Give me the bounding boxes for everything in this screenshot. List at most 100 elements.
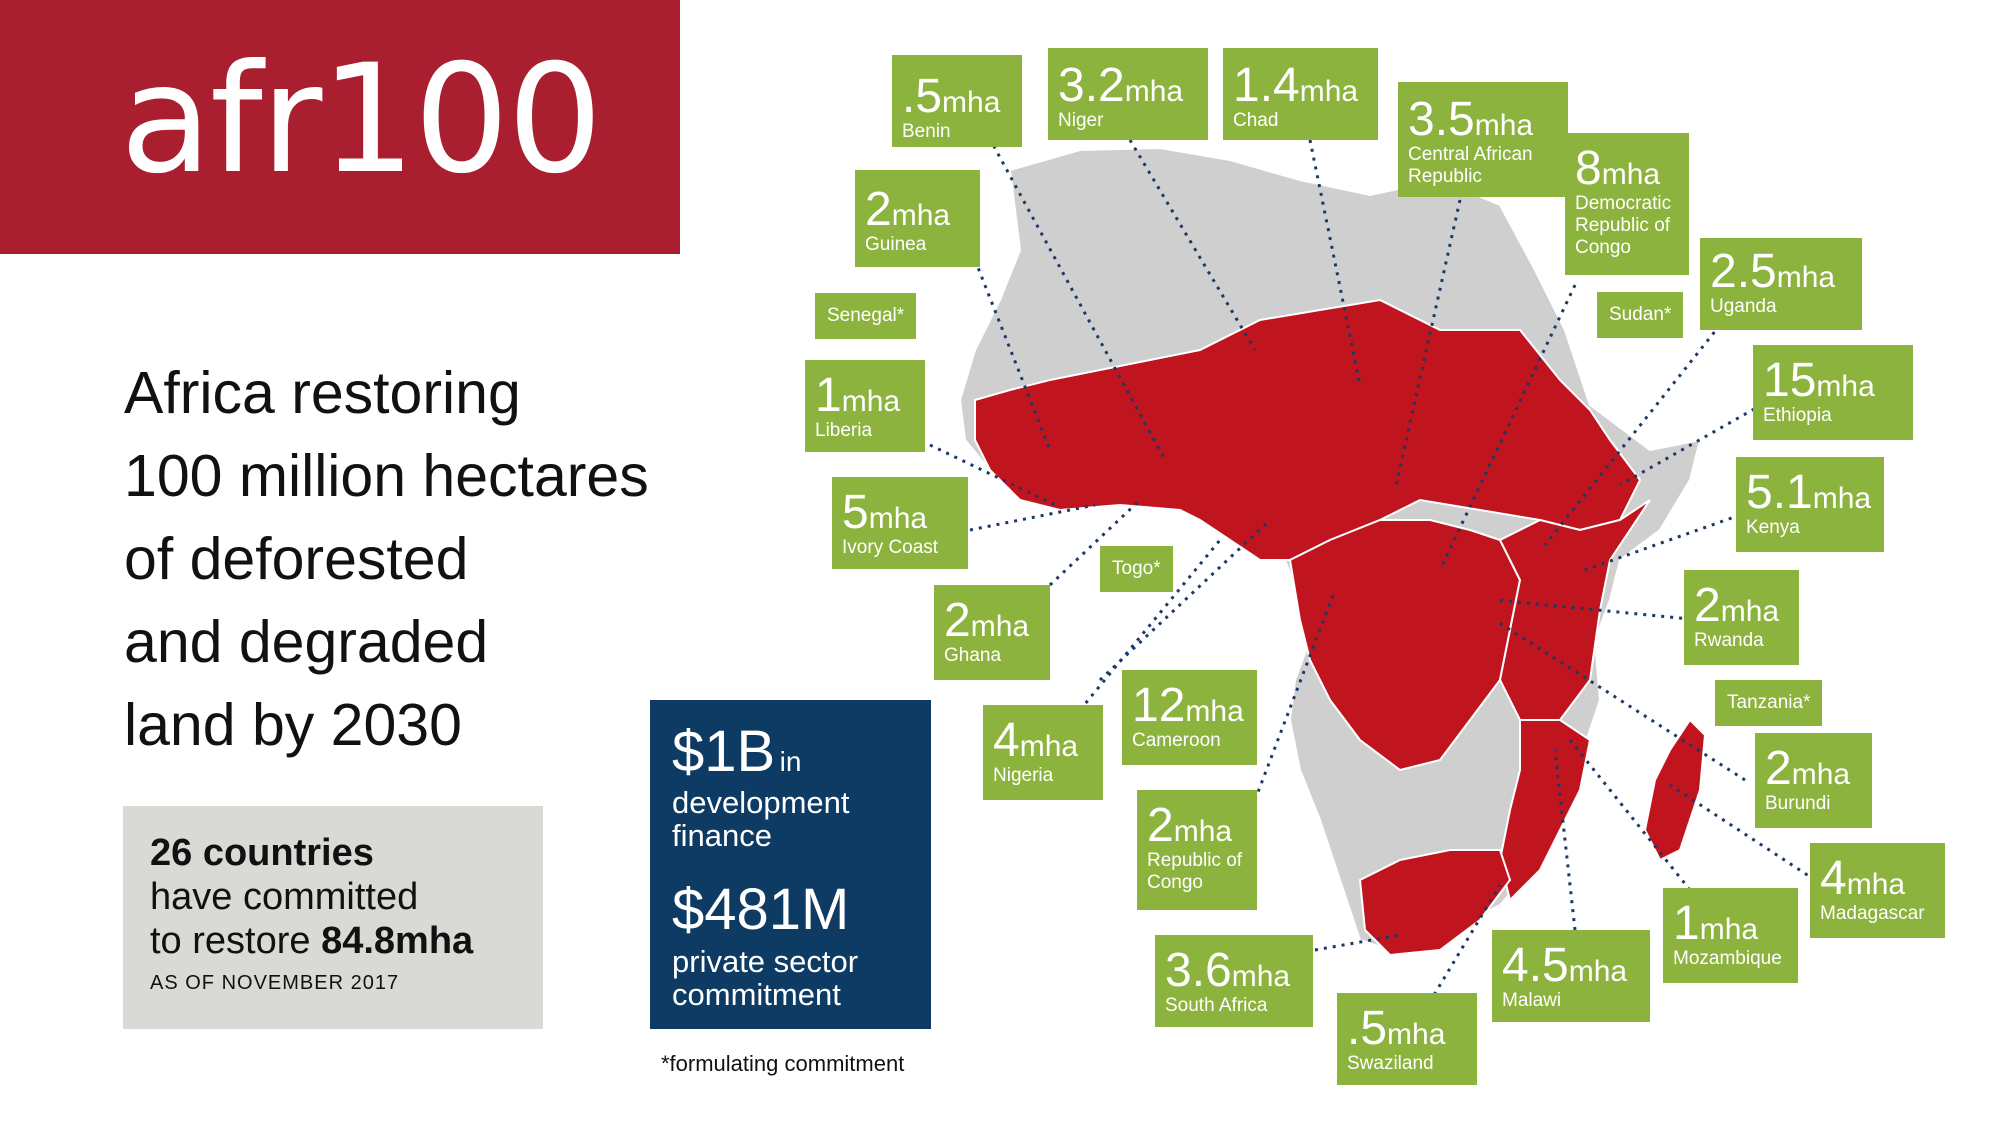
headline-line: and degraded xyxy=(124,609,489,675)
africa-landmass xyxy=(958,146,1707,957)
ghana-unit: mha xyxy=(970,610,1030,643)
drc-name: Democratic Republic of Congo xyxy=(1575,193,1672,258)
liberia-value: 1 xyxy=(815,369,842,422)
label-central-african-republic: 3.5mha Central African Republic xyxy=(1398,82,1568,197)
chad-name: Chad xyxy=(1233,110,1279,131)
private-label-a: private sector xyxy=(672,944,859,979)
label-ghana: 2mha Ghana xyxy=(934,585,1050,680)
malawi-value: 4.5 xyxy=(1502,939,1569,992)
label-kenya: 5.1mha Kenya xyxy=(1736,457,1884,552)
south-africa-value: 3.6 xyxy=(1165,944,1232,997)
benin-value: .5 xyxy=(902,70,943,123)
label-malawi: 4.5mha Malawi xyxy=(1492,930,1650,1022)
dev-finance-in: in xyxy=(779,746,802,777)
ivory-coast-unit: mha xyxy=(868,502,928,535)
madagascar-unit: mha xyxy=(1846,868,1906,901)
car-name: Central African Republic xyxy=(1408,144,1533,187)
label-niger: 3.2mha Niger xyxy=(1048,48,1208,140)
restore-value: 84.8mha xyxy=(321,920,474,962)
label-swaziland: .5mha Swaziland xyxy=(1337,993,1477,1085)
label-south-africa: 3.6mha South Africa xyxy=(1155,935,1313,1027)
leader-lines xyxy=(929,129,1816,1011)
ethiopia-unit: mha xyxy=(1816,370,1875,403)
cameroon-unit: mha xyxy=(1185,695,1244,728)
restore-prefix: to restore xyxy=(150,920,311,962)
roc-value: 2 xyxy=(1147,799,1174,852)
benin-name: Benin xyxy=(902,121,951,142)
label-cameroon: 12mha Cameroon xyxy=(1122,670,1257,765)
rwanda-value: 2 xyxy=(1694,579,1721,632)
committed-south-africa xyxy=(1358,849,1512,957)
label-togo: Togo* xyxy=(1100,546,1173,592)
uganda-value: 2.5 xyxy=(1710,245,1777,298)
label-chad: 1.4mha Chad xyxy=(1223,48,1378,140)
ivory-coast-name: Ivory Coast xyxy=(842,537,939,558)
ivory-coast-value: 5 xyxy=(842,486,869,539)
ethiopia-value: 15 xyxy=(1763,354,1817,407)
headline-line: 100 million hectares xyxy=(124,443,649,509)
niger-value: 3.2 xyxy=(1058,59,1125,112)
label-rwanda: 2mha Rwanda xyxy=(1684,570,1799,665)
roc-unit: mha xyxy=(1173,815,1233,848)
guinea-name: Guinea xyxy=(865,234,927,255)
dev-finance-amount: $1B xyxy=(672,719,776,784)
nigeria-unit: mha xyxy=(1019,730,1079,763)
footnote: *formulating commitment xyxy=(661,1051,905,1076)
cameroon-name: Cameroon xyxy=(1132,730,1221,751)
burundi-value: 2 xyxy=(1765,742,1792,795)
label-uganda: 2.5mha Uganda xyxy=(1700,238,1862,330)
uganda-name: Uganda xyxy=(1710,296,1777,317)
madagascar-name: Madagascar xyxy=(1820,903,1925,924)
restore-line: to restore 84.8mha xyxy=(150,920,473,963)
label-tanzania: Tanzania* xyxy=(1715,680,1823,726)
committed-east xyxy=(1498,499,1651,721)
ethiopia-name: Ethiopia xyxy=(1763,405,1832,426)
liberia-unit: mha xyxy=(841,385,901,418)
logo-banner xyxy=(0,0,680,254)
headline: Africa restoring 100 million hectares of… xyxy=(124,352,744,767)
mozambique-value: 1 xyxy=(1673,897,1700,950)
finance-box xyxy=(650,700,931,1029)
label-drc: 8mha Democratic Republic of Congo xyxy=(1565,133,1689,275)
label-mozambique: 1mha Mozambique xyxy=(1663,888,1798,983)
ghana-value: 2 xyxy=(944,594,971,647)
label-ivory-coast: 5mha Ivory Coast xyxy=(832,477,968,569)
niger-unit: mha xyxy=(1124,75,1184,108)
committed-southeast xyxy=(1498,719,1592,902)
label-guinea: 2mha Guinea xyxy=(855,170,980,267)
finance-amount-1: $1B in xyxy=(672,718,801,785)
kenya-name: Kenya xyxy=(1746,517,1800,538)
countries-count: 26 countries xyxy=(150,832,374,874)
label-madagascar: 4mha Madagascar xyxy=(1810,843,1945,938)
headline-line: Africa restoring xyxy=(124,360,521,426)
headline-line: land by 2030 xyxy=(124,692,462,758)
burundi-name: Burundi xyxy=(1765,793,1831,814)
car-value: 3.5 xyxy=(1408,93,1475,146)
label-republic-of-congo: 2mha Republic of Congo xyxy=(1137,790,1257,910)
kenya-unit: mha xyxy=(1812,482,1872,515)
afr100-logo: afr100 xyxy=(120,33,603,207)
nigeria-name: Nigeria xyxy=(993,765,1054,786)
roc-name: Republic of Congo xyxy=(1147,850,1243,893)
private-amount: $481M xyxy=(672,877,850,942)
kenya-value: 5.1 xyxy=(1746,466,1813,519)
chad-value: 1.4 xyxy=(1233,59,1300,112)
stats-box xyxy=(123,806,543,1029)
label-ethiopia: 15mha Ethiopia xyxy=(1753,345,1913,440)
mozambique-name: Mozambique xyxy=(1673,948,1782,969)
dev-finance-label-a: development xyxy=(672,785,850,820)
mozambique-unit: mha xyxy=(1699,913,1759,946)
uganda-unit: mha xyxy=(1776,261,1836,294)
chad-unit: mha xyxy=(1299,75,1359,108)
label-nigeria: 4mha Nigeria xyxy=(983,705,1103,800)
ghana-name: Ghana xyxy=(944,645,1002,666)
guinea-unit: mha xyxy=(891,199,951,232)
drc-unit: mha xyxy=(1601,158,1661,191)
swaziland-unit: mha xyxy=(1387,1018,1446,1051)
as-of-date: AS OF NOVEMBER 2017 xyxy=(150,972,400,994)
committed-text: have committed xyxy=(150,876,419,918)
private-label-b: commitment xyxy=(672,977,841,1012)
south-africa-unit: mha xyxy=(1231,960,1291,993)
label-liberia: 1mha Liberia xyxy=(805,360,925,452)
